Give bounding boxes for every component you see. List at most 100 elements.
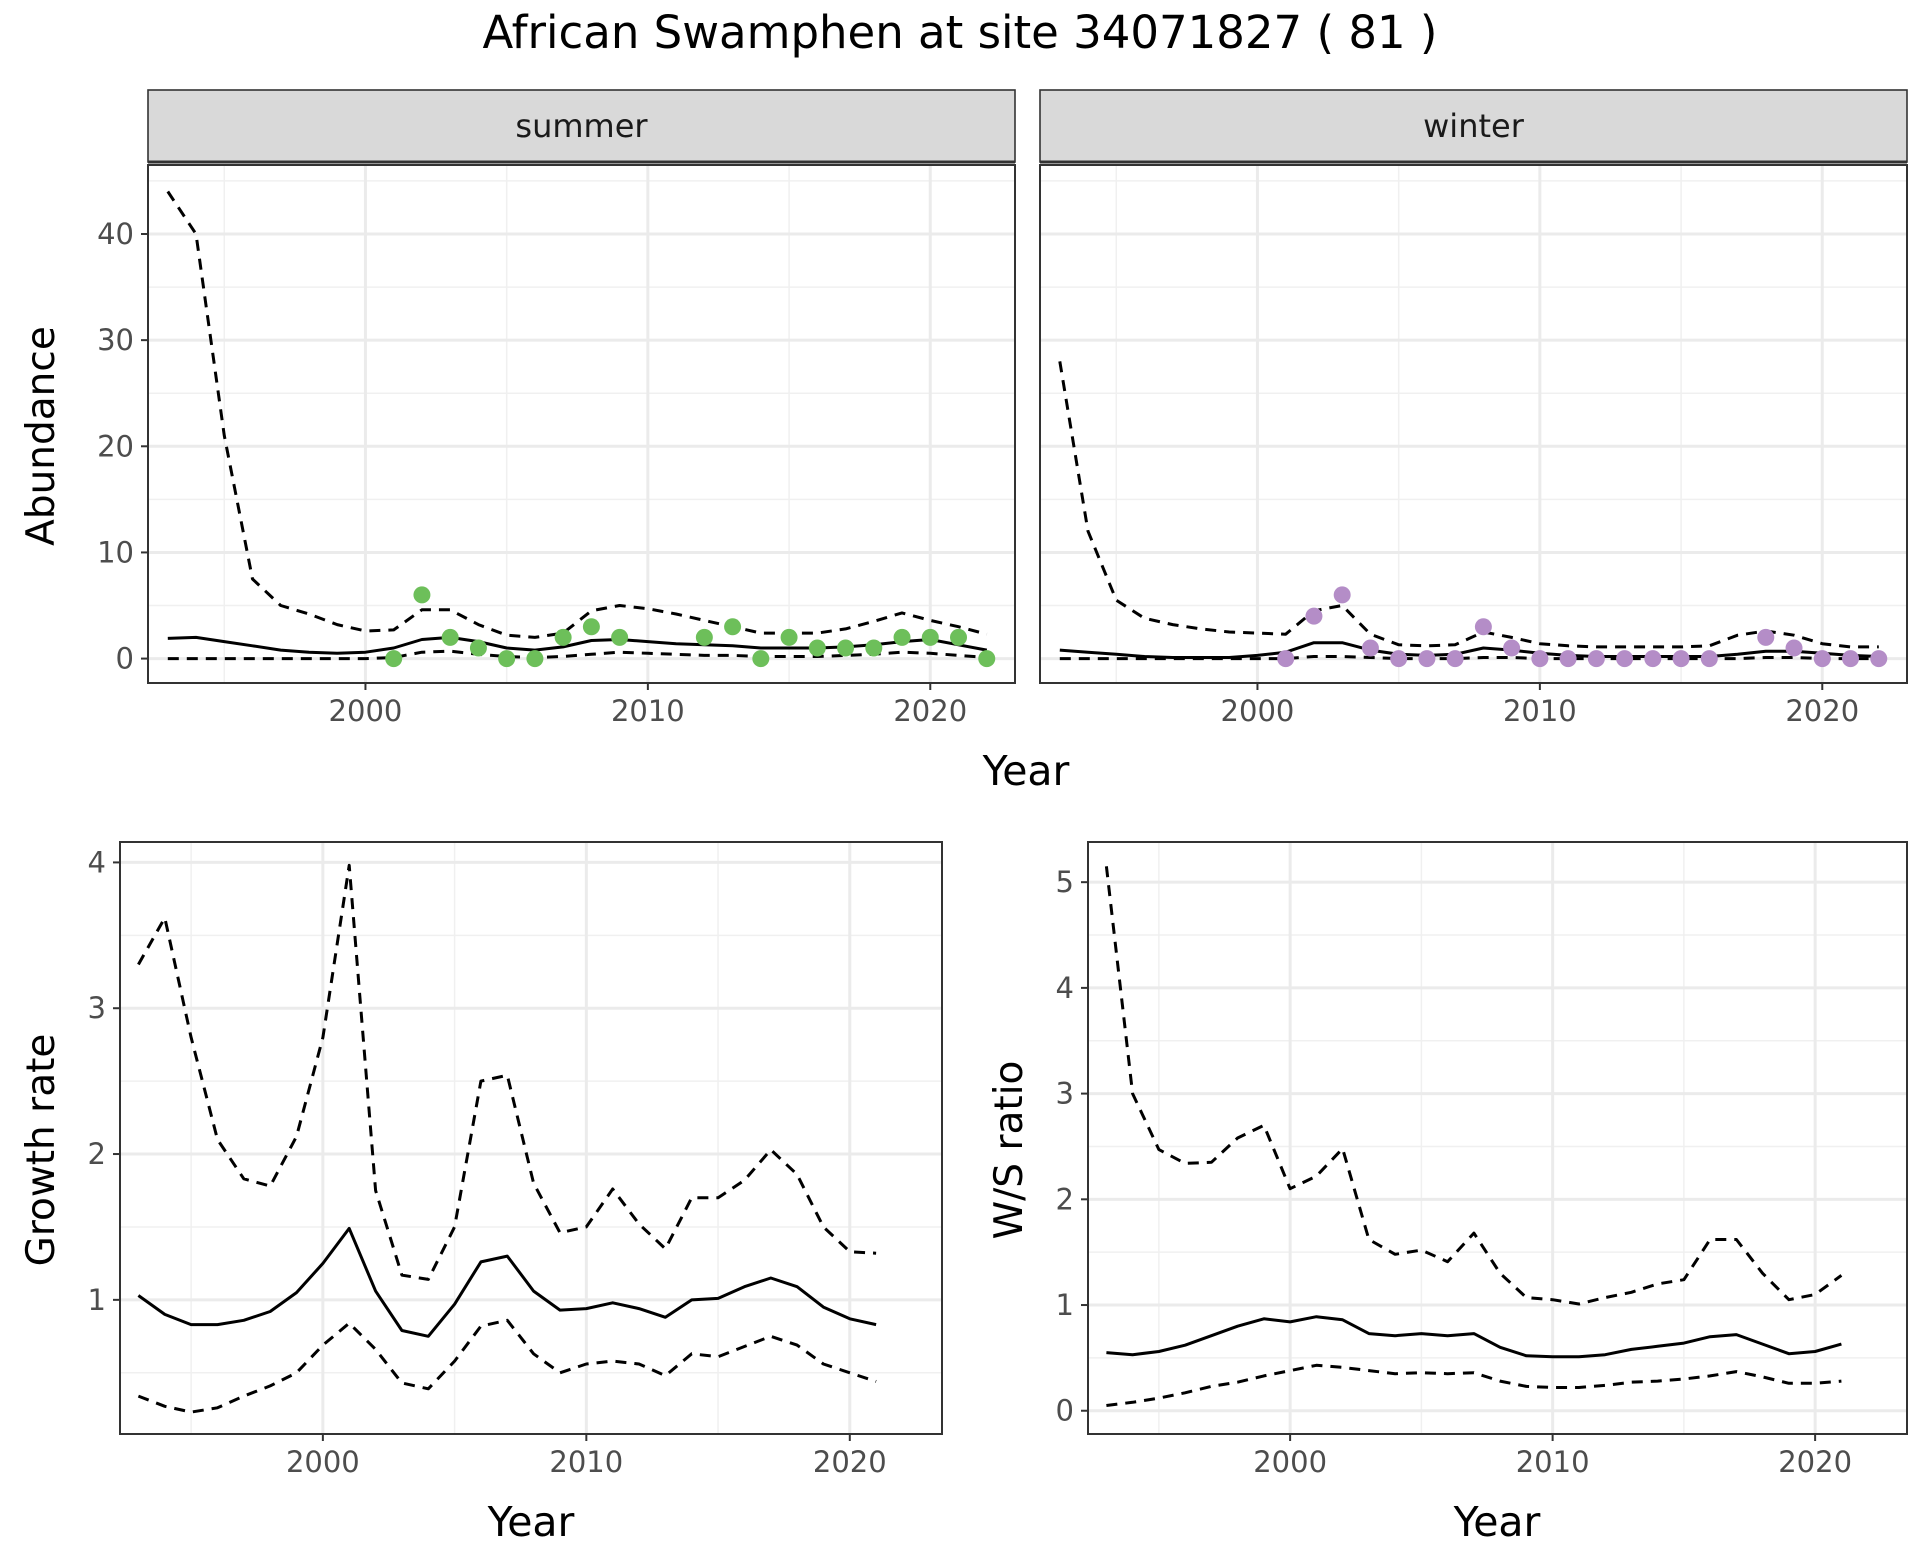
y-tick-label: 10 [97,535,134,569]
y-tick-label: 3 [88,991,106,1025]
data-point [1503,639,1521,657]
data-point [441,628,459,646]
observed-points [385,586,996,668]
y-tick-label: 40 [97,217,134,251]
series-line-upper [1104,866,1843,1306]
x-tick-label: 2010 [611,694,685,728]
plot-background [120,842,942,1434]
panel-ratio: 2000 2010 2020 0 1 2 3 4 5 W/S ratio Year [987,841,1908,1546]
data-point [1813,650,1831,668]
panel-border [147,164,1016,684]
data-point [526,650,544,668]
y-tick-label: 4 [1056,971,1074,1005]
data-point [611,628,629,646]
y-tick-label: 3 [1056,1077,1074,1111]
data-point [1361,639,1379,657]
data-point [1277,650,1295,668]
y-tick-label: 1 [88,1283,106,1317]
plot-background [1040,165,1907,683]
minor-grid [1040,165,1907,683]
minor-grid [148,165,1015,683]
data-point [808,639,826,657]
data-point [1700,650,1718,668]
data-point [865,639,883,657]
data-point [1333,586,1351,604]
y-axis-label: Growth rate [19,1034,64,1267]
x-axis-label: Year [487,1498,575,1546]
data-point [385,650,403,668]
series-line-upper [137,863,877,1281]
data-point [582,618,600,636]
panels-layer: summer 2000 2010 2020 0 10 20 30 40 Abundance wint… [19,89,1908,1546]
panel-border [1039,164,1908,684]
data-point [921,628,939,646]
data-point [950,628,968,646]
series-line-lower [1059,655,1879,661]
data-point [893,628,911,646]
series-line-lower [1106,1363,1842,1407]
x-tick-label: 2000 [329,694,403,728]
data-point [1587,650,1605,668]
data-point [978,650,996,668]
y-tick-label: 2 [1056,1182,1074,1216]
data-point [752,650,770,668]
major-grid [148,165,1015,683]
series-line-upper [1058,361,1879,649]
series-line-upper [166,190,988,639]
data-point [1785,639,1803,657]
data-point [554,628,572,646]
data-point [413,586,431,604]
data-point [695,628,713,646]
data-point [1616,650,1634,668]
plot-background [148,165,1015,683]
x-tick-label: 2000 [1253,1445,1327,1479]
data-point [1842,650,1860,668]
panel-growth: 2000 2010 2020 1 2 3 4 Growth rate Year [19,841,943,1546]
series-line-lower [137,1318,877,1414]
minor-grid [120,842,942,1434]
x-tick-label: 2020 [1778,1445,1852,1479]
data-point [1418,650,1436,668]
series-line-lower [167,649,987,661]
data-point [1644,650,1662,668]
x-tick-label: 2010 [1503,694,1577,728]
panel-winter: winter 2000 2010 2020 [1039,89,1908,728]
data-point [1559,650,1577,668]
series-line-mean [137,1226,877,1338]
data-point [1672,650,1690,668]
y-tick-label: 4 [88,845,106,879]
data-point [780,628,798,646]
data-point [1390,650,1408,668]
plot-background [1088,842,1907,1434]
x-tick-label: 2020 [1785,694,1859,728]
panel-border [1087,841,1908,1435]
panel-border [119,841,943,1435]
y-tick-label: 20 [97,429,134,463]
x-tick-label: 2020 [813,1445,887,1479]
series-line-mean [1106,1315,1842,1359]
data-point [1757,628,1775,646]
x-tick-label: 2020 [893,694,967,728]
data-point [1305,607,1323,625]
strip-label: summer [515,107,648,145]
data-point [1531,650,1549,668]
x-tick-label: 2000 [286,1445,360,1479]
major-grid [120,842,942,1434]
x-tick-label: 2010 [549,1445,623,1479]
x-tick-label: 2010 [1516,1445,1590,1479]
y-tick-label: 30 [97,323,134,357]
minor-grid [1088,842,1907,1434]
y-tick-label: 5 [1056,865,1074,899]
panel-summer: summer 2000 2010 2020 0 10 20 30 40 Abundance [19,89,1016,728]
y-axis-label: Abundance [19,326,64,546]
observed-points [1277,586,1888,668]
data-point [498,650,516,668]
figure-title: African Swamphen at site 34071827 ( 81 ) [483,6,1438,59]
y-tick-label: 2 [88,1137,106,1171]
data-point [469,639,487,657]
x-tick-label: 2000 [1221,694,1295,728]
y-tick-label: 0 [116,642,134,676]
strip-background [1039,89,1908,163]
strip-label: winter [1423,107,1525,145]
